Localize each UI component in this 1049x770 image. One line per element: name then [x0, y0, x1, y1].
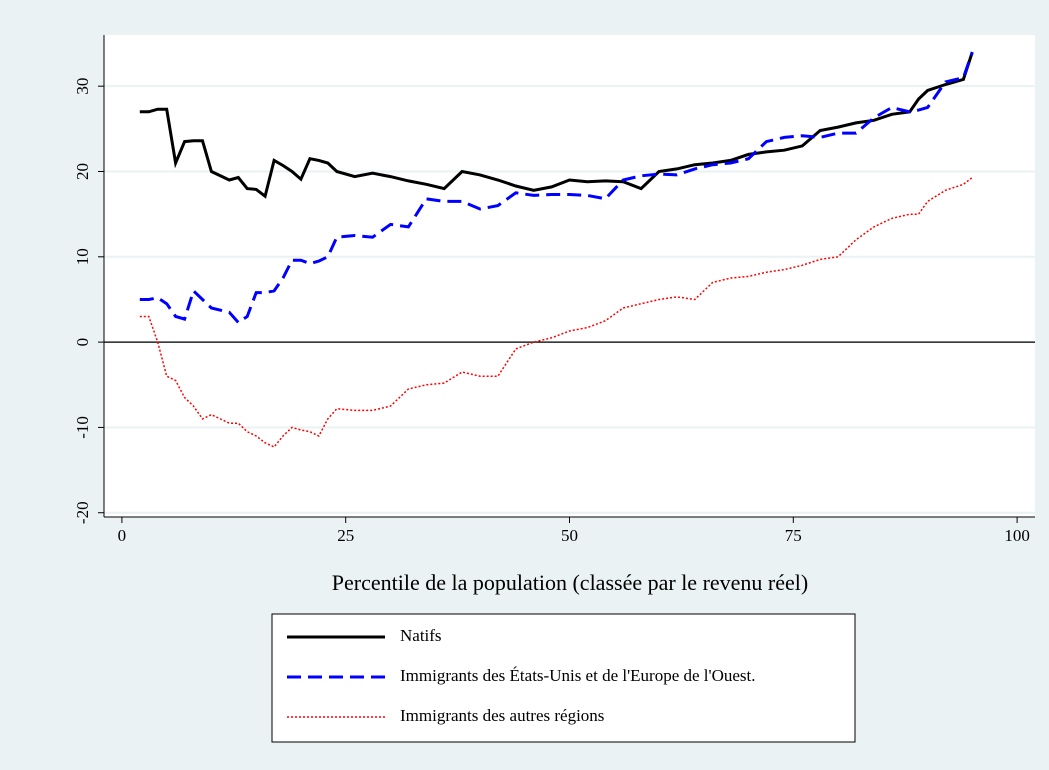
y-tick-label: 30 [73, 78, 92, 95]
series-line [139, 51, 974, 199]
legend-box [271, 613, 856, 743]
x-tick-label: 25 [337, 526, 354, 545]
plot-area [104, 35, 1035, 517]
series-line [139, 51, 974, 325]
y-tick-label: -10 [73, 416, 92, 439]
x-axis-label: Percentile de la population (classée par… [332, 570, 808, 595]
legend-label: Natifs [400, 626, 442, 645]
series-line [139, 176, 973, 448]
x-tick-label: 100 [1004, 526, 1030, 545]
legend-label: Immigrants des autres régions [400, 706, 604, 725]
x-tick-label: 0 [118, 526, 127, 545]
y-tick-label: -20 [73, 501, 92, 524]
y-tick-label: 10 [73, 248, 92, 265]
y-tick-label: 20 [73, 163, 92, 180]
y-tick-label: 0 [73, 338, 92, 347]
x-tick-label: 75 [785, 526, 802, 545]
x-tick-label: 50 [561, 526, 578, 545]
legend-label: Immigrants des États-Unis et de l'Europe… [400, 666, 756, 685]
